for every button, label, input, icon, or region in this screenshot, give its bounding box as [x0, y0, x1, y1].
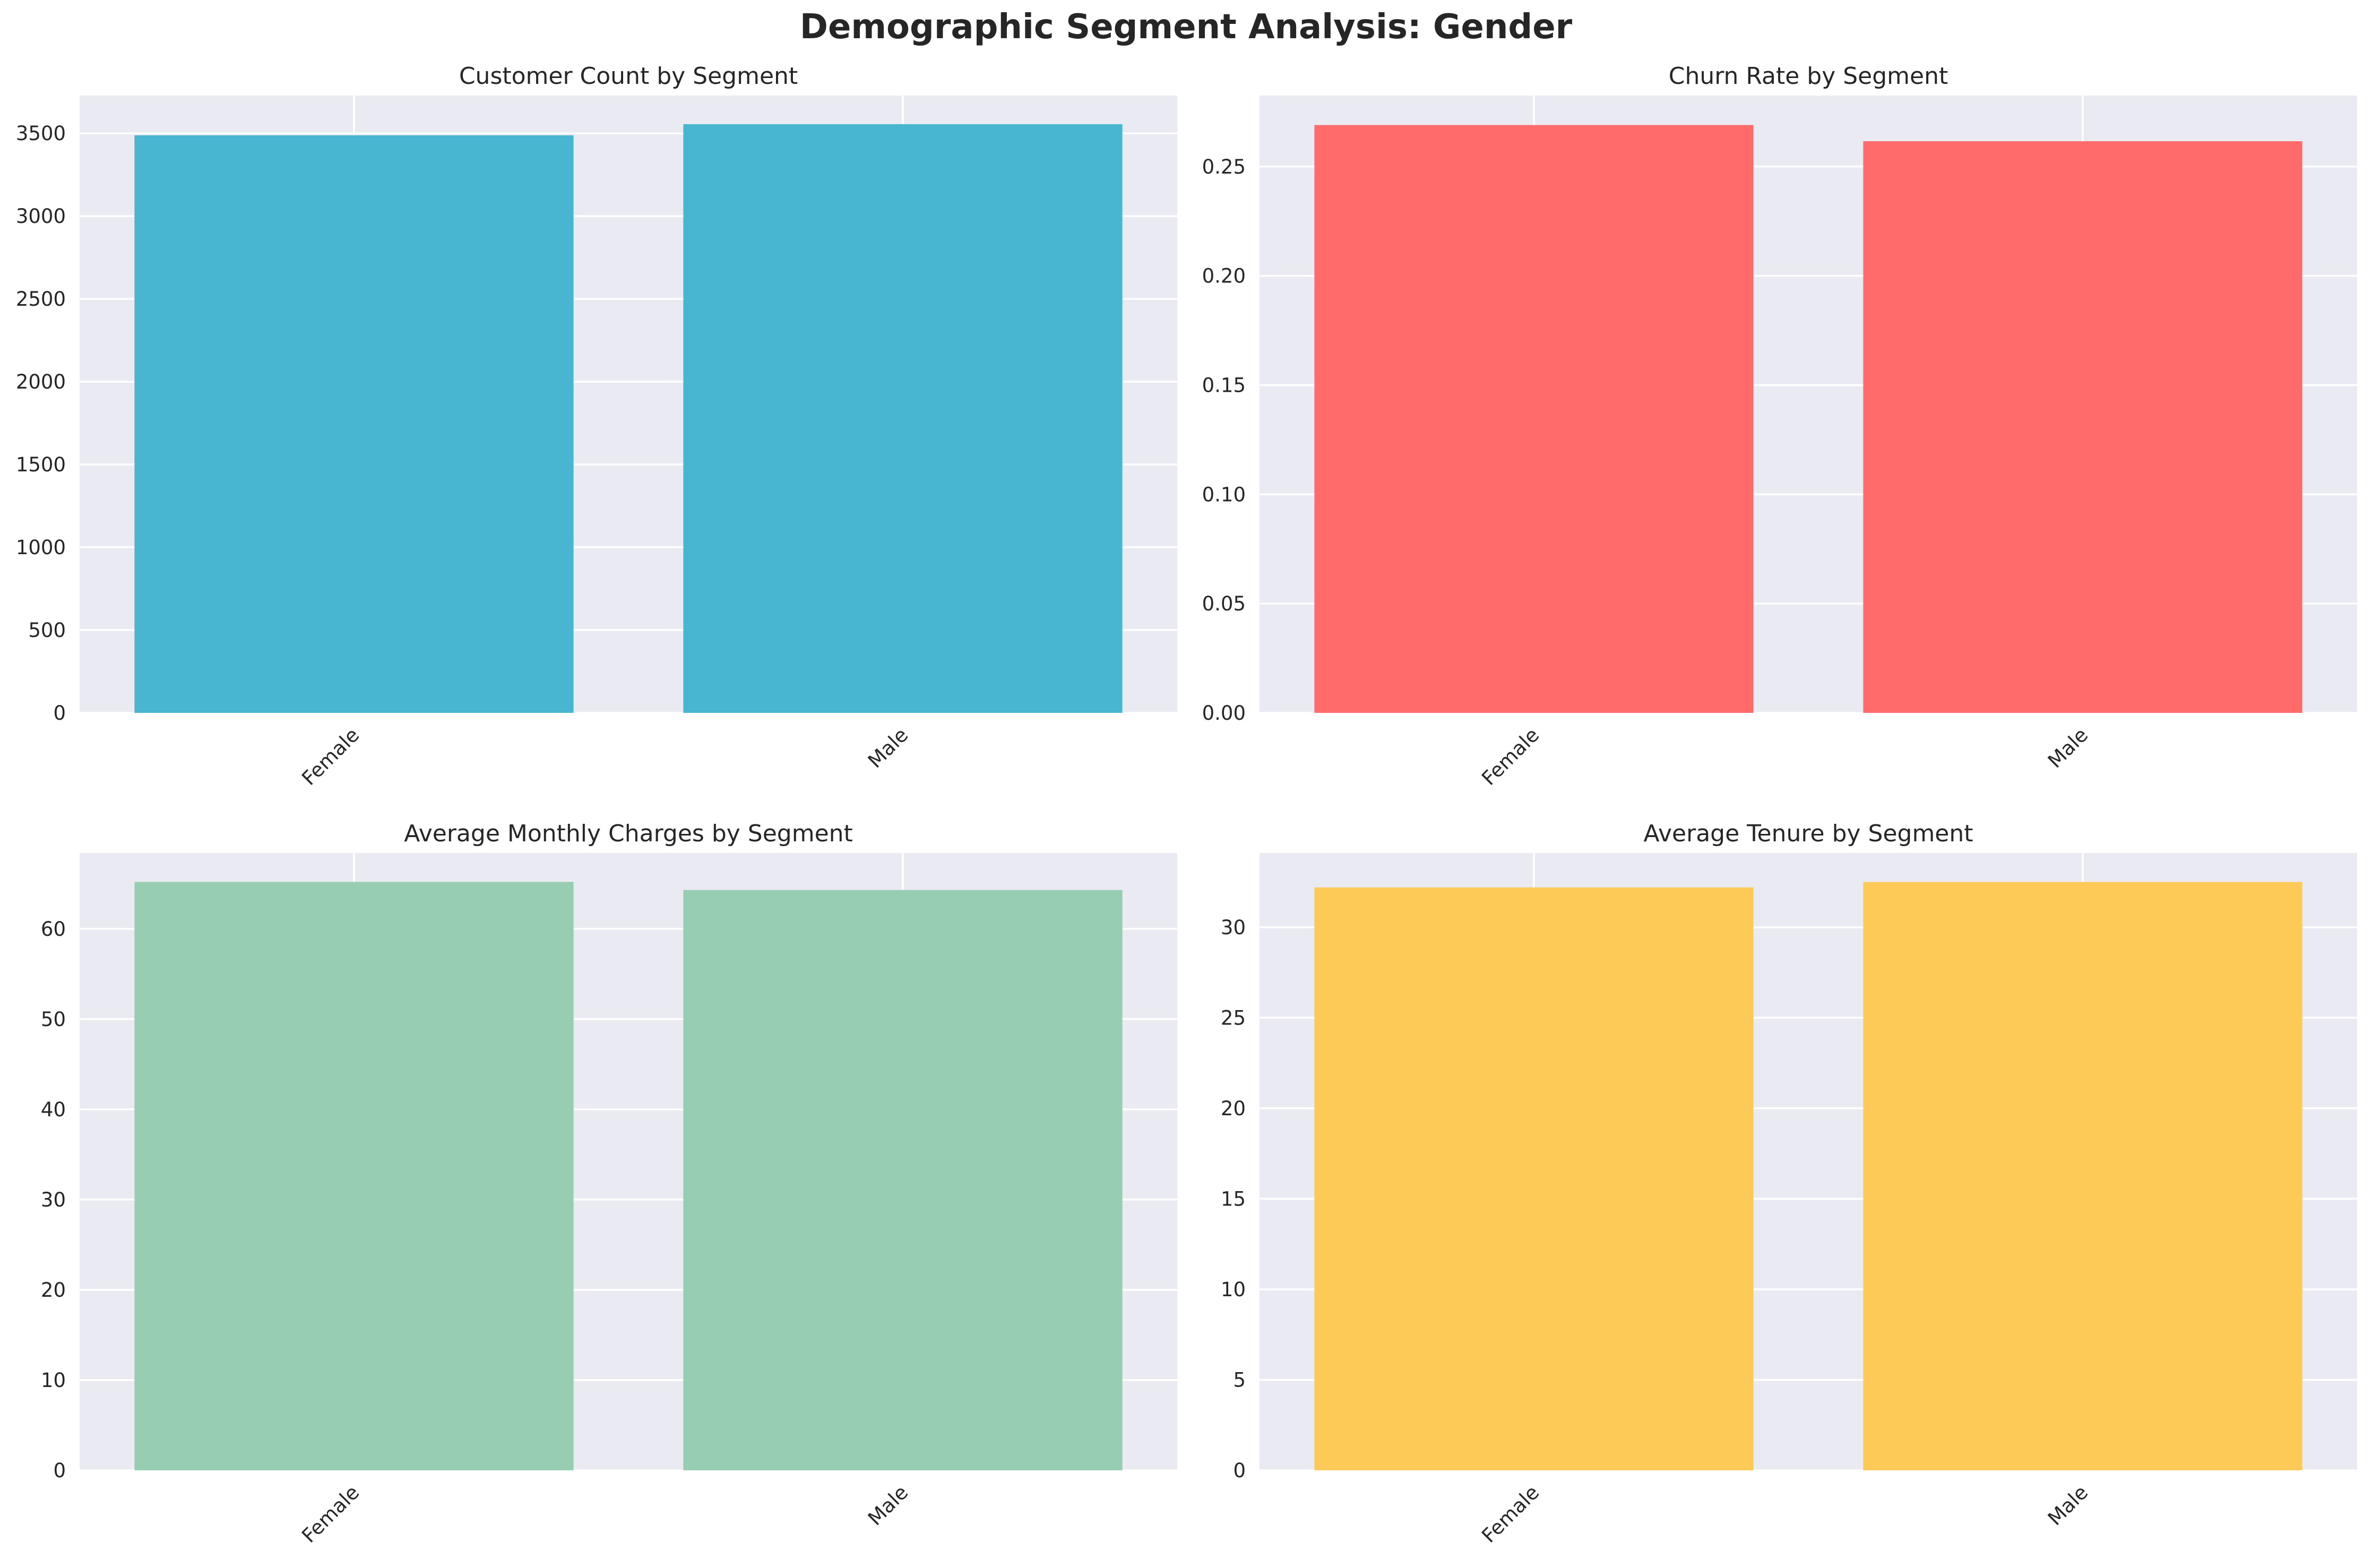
y-tick-label: 0	[53, 1459, 66, 1482]
y-tick-label: 10	[1221, 1278, 1246, 1301]
x-tick-label: Male	[2043, 723, 2092, 772]
bar-male	[683, 124, 1123, 713]
x-tick-label: Male	[2043, 1481, 2092, 1530]
y-tick-label: 20	[1221, 1097, 1246, 1120]
bar-male	[1863, 882, 2302, 1470]
y-tick-label: 3000	[16, 205, 66, 228]
panel-title: Churn Rate by Segment	[1669, 63, 1948, 90]
panel-title: Average Tenure by Segment	[1643, 820, 1973, 847]
y-tick-label: 0.20	[1202, 265, 1246, 288]
y-tick-label: 15	[1221, 1187, 1246, 1210]
panel-customer-count: 0 500 1000 1500 2000 2500 3000 3500 Female Male Cu…	[16, 63, 1177, 790]
panel-title: Customer Count by Segment	[459, 63, 798, 90]
y-tick-label: 10	[41, 1369, 66, 1392]
bar-female	[134, 135, 574, 713]
y-tick-label: 40	[41, 1098, 66, 1121]
panel-title: Average Monthly Charges by Segment	[404, 820, 853, 847]
panel-tenure: 0 5 10 15 20 25 30 Female Male Average Tenure by …	[1221, 820, 2357, 1547]
y-tick-label: 30	[1221, 916, 1246, 939]
y-tick-label: 1500	[16, 453, 66, 476]
y-tick-label: 2500	[16, 288, 66, 311]
bar-male	[1863, 141, 2302, 713]
y-tick-label: 0.00	[1202, 702, 1246, 725]
figure-title: Demographic Segment Analysis: Gender	[799, 7, 1573, 47]
y-tick-label: 1000	[16, 536, 66, 559]
x-tick-label: Female	[1477, 723, 1543, 790]
y-tick-label: 20	[41, 1279, 66, 1302]
y-tick-label: 30	[41, 1188, 66, 1211]
panel-monthly-charges: 0 10 20 30 40 50 60 Female Male Average Monthly C…	[41, 820, 1177, 1547]
y-tick-label: 2000	[16, 371, 66, 393]
x-tick-label: Female	[1477, 1481, 1543, 1547]
bar-male	[683, 890, 1123, 1470]
y-tick-label: 25	[1221, 1006, 1246, 1029]
y-tick-label: 0	[1233, 1459, 1246, 1482]
y-tick-label: 0.10	[1202, 483, 1246, 506]
y-tick-label: 500	[28, 619, 66, 642]
y-tick-label: 0.25	[1202, 156, 1246, 178]
y-tick-label: 0.15	[1202, 374, 1246, 397]
panel-churn-rate: 0.00 0.05 0.10 0.15 0.20 0.25 Female Male Churn …	[1202, 63, 2357, 790]
x-tick-label: Male	[864, 723, 912, 772]
y-tick-label: 3500	[16, 122, 66, 145]
y-tick-label: 60	[41, 918, 66, 941]
bar-female	[1314, 125, 1754, 713]
x-tick-label: Female	[297, 723, 364, 790]
y-tick-label: 0.05	[1202, 592, 1246, 615]
bar-female	[1314, 887, 1754, 1470]
y-tick-label: 0	[53, 702, 66, 725]
bar-female	[134, 882, 574, 1470]
x-tick-label: Male	[864, 1481, 912, 1530]
y-tick-label: 5	[1233, 1368, 1246, 1391]
y-tick-label: 50	[41, 1008, 66, 1031]
x-tick-label: Female	[297, 1481, 364, 1547]
